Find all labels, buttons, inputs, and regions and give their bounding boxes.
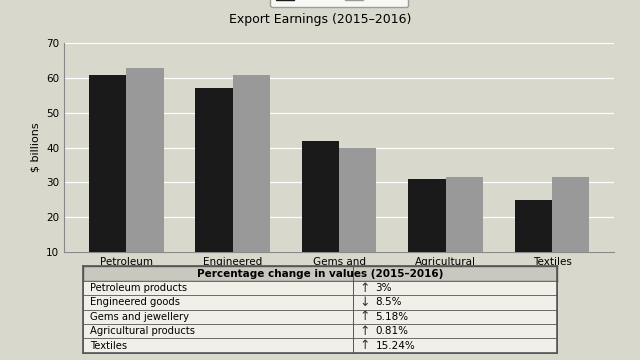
Legend: 2015, 2016: 2015, 2016 — [271, 0, 408, 7]
X-axis label: Product Category: Product Category — [278, 284, 401, 297]
Text: ↑: ↑ — [360, 325, 370, 338]
Text: ↓: ↓ — [360, 296, 370, 309]
Bar — [408, 179, 445, 287]
Text: 5.18%: 5.18% — [376, 312, 409, 322]
Text: Agricultural products: Agricultural products — [90, 326, 195, 336]
Text: 0.81%: 0.81% — [376, 326, 408, 336]
Y-axis label: $ billions: $ billions — [31, 123, 40, 172]
Bar — [302, 141, 339, 287]
Text: 15.24%: 15.24% — [376, 341, 415, 351]
Text: ↑: ↑ — [360, 339, 370, 352]
Text: 3%: 3% — [376, 283, 392, 293]
Text: Gems and jewellery: Gems and jewellery — [90, 312, 189, 322]
Text: Percentage change in values (2015–2016): Percentage change in values (2015–2016) — [197, 269, 443, 279]
Bar — [445, 177, 483, 287]
Bar — [515, 200, 552, 287]
Bar — [339, 148, 376, 287]
Bar — [126, 68, 164, 287]
Text: Engineered goods: Engineered goods — [90, 297, 180, 307]
Text: ↑: ↑ — [360, 282, 370, 294]
Bar — [233, 75, 270, 287]
Text: ↑: ↑ — [360, 310, 370, 323]
Bar — [552, 177, 589, 287]
Text: Export Earnings (2015–2016): Export Earnings (2015–2016) — [229, 13, 411, 26]
Text: Textiles: Textiles — [90, 341, 127, 351]
Text: Petroleum products: Petroleum products — [90, 283, 187, 293]
Bar — [89, 75, 126, 287]
Bar — [195, 89, 233, 287]
Text: 8.5%: 8.5% — [376, 297, 402, 307]
